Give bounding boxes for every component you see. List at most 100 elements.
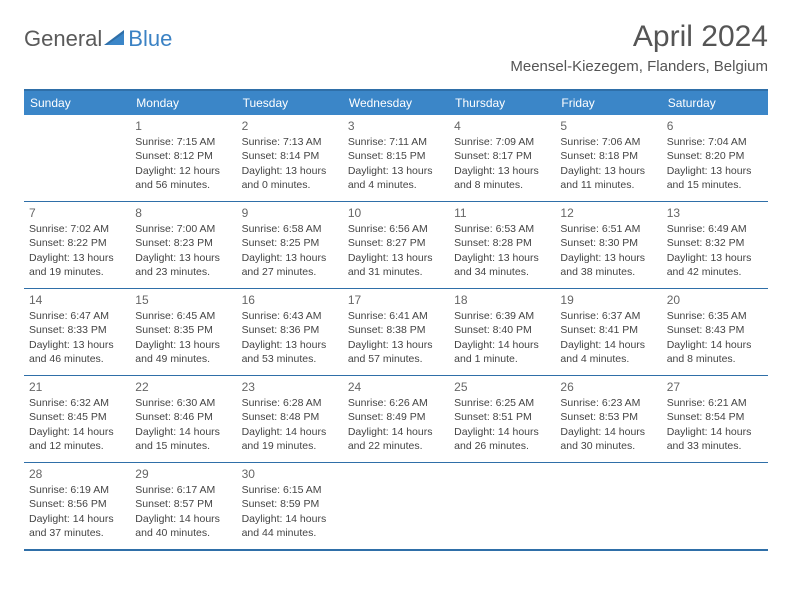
- sunset-line: Sunset: 8:17 PM: [454, 149, 550, 163]
- daylight-line: Daylight: 13 hours and 34 minutes.: [454, 251, 550, 279]
- sunrise-line: Sunrise: 6:28 AM: [242, 396, 338, 410]
- day-number: 17: [348, 292, 444, 308]
- day-number: 10: [348, 205, 444, 221]
- sunset-line: Sunset: 8:14 PM: [242, 149, 338, 163]
- sunset-line: Sunset: 8:51 PM: [454, 410, 550, 424]
- sunset-line: Sunset: 8:59 PM: [242, 497, 338, 511]
- day-number: 6: [667, 118, 763, 134]
- calendar-cell: 20Sunrise: 6:35 AMSunset: 8:43 PMDayligh…: [662, 289, 768, 375]
- day-number: 25: [454, 379, 550, 395]
- day-number: 1: [135, 118, 231, 134]
- sunset-line: Sunset: 8:49 PM: [348, 410, 444, 424]
- sunset-line: Sunset: 8:20 PM: [667, 149, 763, 163]
- sunset-line: Sunset: 8:54 PM: [667, 410, 763, 424]
- day-number: 20: [667, 292, 763, 308]
- calendar-week: 14Sunrise: 6:47 AMSunset: 8:33 PMDayligh…: [24, 289, 768, 376]
- sunset-line: Sunset: 8:38 PM: [348, 323, 444, 337]
- sunrise-line: Sunrise: 6:47 AM: [29, 309, 125, 323]
- daylight-line: Daylight: 14 hours and 40 minutes.: [135, 512, 231, 540]
- sunrise-line: Sunrise: 6:35 AM: [667, 309, 763, 323]
- brand-text-general: General: [24, 26, 102, 52]
- calendar-cell: 28Sunrise: 6:19 AMSunset: 8:56 PMDayligh…: [24, 463, 130, 549]
- calendar-week: 28Sunrise: 6:19 AMSunset: 8:56 PMDayligh…: [24, 463, 768, 551]
- sunrise-line: Sunrise: 7:11 AM: [348, 135, 444, 149]
- calendar-cell: [343, 463, 449, 549]
- day-number: 22: [135, 379, 231, 395]
- sunrise-line: Sunrise: 7:04 AM: [667, 135, 763, 149]
- calendar-body: 1Sunrise: 7:15 AMSunset: 8:12 PMDaylight…: [24, 115, 768, 551]
- sunrise-line: Sunrise: 7:02 AM: [29, 222, 125, 236]
- day-number: 11: [454, 205, 550, 221]
- calendar-cell: 12Sunrise: 6:51 AMSunset: 8:30 PMDayligh…: [555, 202, 661, 288]
- calendar-cell: 18Sunrise: 6:39 AMSunset: 8:40 PMDayligh…: [449, 289, 555, 375]
- calendar-cell: 17Sunrise: 6:41 AMSunset: 8:38 PMDayligh…: [343, 289, 449, 375]
- brand-triangle-icon: [104, 28, 126, 51]
- day-number: 14: [29, 292, 125, 308]
- sunrise-line: Sunrise: 6:21 AM: [667, 396, 763, 410]
- sunset-line: Sunset: 8:45 PM: [29, 410, 125, 424]
- calendar-cell: 4Sunrise: 7:09 AMSunset: 8:17 PMDaylight…: [449, 115, 555, 201]
- sunrise-line: Sunrise: 7:06 AM: [560, 135, 656, 149]
- daylight-line: Daylight: 14 hours and 19 minutes.: [242, 425, 338, 453]
- calendar-cell: [449, 463, 555, 549]
- calendar-cell: 9Sunrise: 6:58 AMSunset: 8:25 PMDaylight…: [237, 202, 343, 288]
- calendar-cell: 14Sunrise: 6:47 AMSunset: 8:33 PMDayligh…: [24, 289, 130, 375]
- calendar-week: 21Sunrise: 6:32 AMSunset: 8:45 PMDayligh…: [24, 376, 768, 463]
- sunrise-line: Sunrise: 6:53 AM: [454, 222, 550, 236]
- daylight-line: Daylight: 13 hours and 4 minutes.: [348, 164, 444, 192]
- day-number: 28: [29, 466, 125, 482]
- daylight-line: Daylight: 13 hours and 53 minutes.: [242, 338, 338, 366]
- calendar-cell: 30Sunrise: 6:15 AMSunset: 8:59 PMDayligh…: [237, 463, 343, 549]
- calendar-cell: 5Sunrise: 7:06 AMSunset: 8:18 PMDaylight…: [555, 115, 661, 201]
- sunrise-line: Sunrise: 6:23 AM: [560, 396, 656, 410]
- day-number: 27: [667, 379, 763, 395]
- sunrise-line: Sunrise: 6:51 AM: [560, 222, 656, 236]
- dayhead-tue: Tuesday: [237, 91, 343, 115]
- sunrise-line: Sunrise: 6:30 AM: [135, 396, 231, 410]
- daylight-line: Daylight: 14 hours and 33 minutes.: [667, 425, 763, 453]
- day-number: 2: [242, 118, 338, 134]
- sunset-line: Sunset: 8:28 PM: [454, 236, 550, 250]
- daylight-line: Daylight: 14 hours and 37 minutes.: [29, 512, 125, 540]
- sunrise-line: Sunrise: 6:45 AM: [135, 309, 231, 323]
- brand-text-blue: Blue: [128, 26, 172, 52]
- daylight-line: Daylight: 14 hours and 1 minute.: [454, 338, 550, 366]
- sunrise-line: Sunrise: 7:00 AM: [135, 222, 231, 236]
- daylight-line: Daylight: 14 hours and 15 minutes.: [135, 425, 231, 453]
- dayhead-wed: Wednesday: [343, 91, 449, 115]
- calendar-cell: 16Sunrise: 6:43 AMSunset: 8:36 PMDayligh…: [237, 289, 343, 375]
- calendar-cell: 22Sunrise: 6:30 AMSunset: 8:46 PMDayligh…: [130, 376, 236, 462]
- day-number: 30: [242, 466, 338, 482]
- day-number: 29: [135, 466, 231, 482]
- sunset-line: Sunset: 8:27 PM: [348, 236, 444, 250]
- calendar-cell: 27Sunrise: 6:21 AMSunset: 8:54 PMDayligh…: [662, 376, 768, 462]
- sunrise-line: Sunrise: 6:32 AM: [29, 396, 125, 410]
- location-subtitle: Meensel-Kiezegem, Flanders, Belgium: [510, 58, 768, 75]
- title-block: April 2024 Meensel-Kiezegem, Flanders, B…: [510, 20, 768, 75]
- day-number: 8: [135, 205, 231, 221]
- sunrise-line: Sunrise: 6:49 AM: [667, 222, 763, 236]
- dayhead-sat: Saturday: [662, 91, 768, 115]
- daylight-line: Daylight: 14 hours and 12 minutes.: [29, 425, 125, 453]
- dayhead-fri: Friday: [555, 91, 661, 115]
- sunset-line: Sunset: 8:46 PM: [135, 410, 231, 424]
- sunrise-line: Sunrise: 6:58 AM: [242, 222, 338, 236]
- calendar-cell: 23Sunrise: 6:28 AMSunset: 8:48 PMDayligh…: [237, 376, 343, 462]
- sunset-line: Sunset: 8:22 PM: [29, 236, 125, 250]
- daylight-line: Daylight: 14 hours and 44 minutes.: [242, 512, 338, 540]
- page-title: April 2024: [510, 20, 768, 54]
- calendar-cell: 29Sunrise: 6:17 AMSunset: 8:57 PMDayligh…: [130, 463, 236, 549]
- day-number: 18: [454, 292, 550, 308]
- calendar-cell: 26Sunrise: 6:23 AMSunset: 8:53 PMDayligh…: [555, 376, 661, 462]
- sunset-line: Sunset: 8:53 PM: [560, 410, 656, 424]
- daylight-line: Daylight: 14 hours and 30 minutes.: [560, 425, 656, 453]
- daylight-line: Daylight: 13 hours and 46 minutes.: [29, 338, 125, 366]
- day-number: 13: [667, 205, 763, 221]
- sunrise-line: Sunrise: 6:37 AM: [560, 309, 656, 323]
- daylight-line: Daylight: 12 hours and 56 minutes.: [135, 164, 231, 192]
- dayhead-thu: Thursday: [449, 91, 555, 115]
- sunrise-line: Sunrise: 6:56 AM: [348, 222, 444, 236]
- calendar-cell: [24, 115, 130, 201]
- calendar-cell: 8Sunrise: 7:00 AMSunset: 8:23 PMDaylight…: [130, 202, 236, 288]
- calendar-cell: 21Sunrise: 6:32 AMSunset: 8:45 PMDayligh…: [24, 376, 130, 462]
